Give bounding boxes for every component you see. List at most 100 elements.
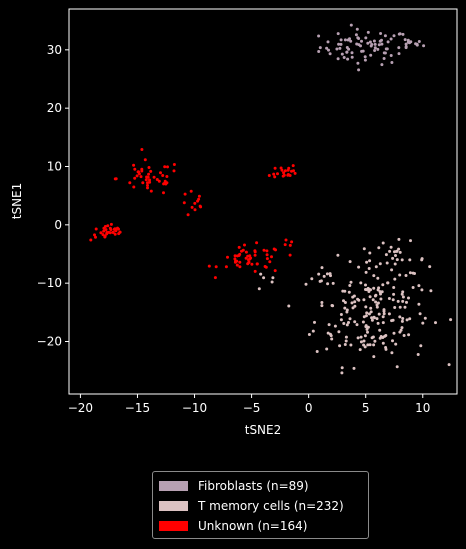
scatter-point-series-0 <box>379 32 383 35</box>
scatter-point-series-1 <box>394 254 397 257</box>
scatter-point-series-1 <box>365 327 369 331</box>
scatter-point-series-2 <box>155 178 159 181</box>
scatter-point-series-2 <box>146 186 149 190</box>
scatter-point-series-1 <box>344 339 348 343</box>
scatter-point-series-2 <box>270 255 273 259</box>
scatter-point-series-1 <box>347 290 351 294</box>
scatter-point-series-1 <box>394 342 398 346</box>
scatter-point-series-2 <box>164 182 168 186</box>
scatter-point-series-2 <box>248 254 252 258</box>
scatter-point-series-1 <box>398 330 402 334</box>
scatter-point-series-2 <box>182 201 186 205</box>
scatter-point-series-2 <box>103 225 107 228</box>
scatter-point-series-1 <box>405 318 409 322</box>
scatter-point-series-0 <box>392 34 396 38</box>
scatter-point-series-0 <box>383 34 387 38</box>
scatter-point-series-1 <box>411 271 415 275</box>
scatter-point-series-2 <box>99 231 103 235</box>
scatter-point-series-1 <box>398 250 402 254</box>
scatter-point-series-1 <box>310 277 314 281</box>
scatter-point-series-2 <box>152 175 156 179</box>
scatter-point-series-1 <box>352 294 356 298</box>
scatter-point-series-1 <box>337 330 341 334</box>
scatter-point-series-1 <box>377 246 381 250</box>
scatter-point-series-1 <box>401 317 405 320</box>
scatter-point-series-2 <box>117 227 120 231</box>
scatter-point-series-0 <box>317 50 321 53</box>
scatter-point-series-0 <box>346 38 350 42</box>
scatter-point-series-2 <box>273 175 277 179</box>
scatter-point-series-1 <box>400 292 404 296</box>
scatter-point-series-1 <box>382 308 386 312</box>
scatter-point-series-1 <box>349 343 353 347</box>
scatter-point-series-2 <box>145 175 149 179</box>
scatter-point-series-0 <box>409 40 413 44</box>
scatter-point-series-1 <box>342 299 345 303</box>
scatter-point-series-2 <box>226 255 229 259</box>
scatter-point-series-2 <box>148 178 151 182</box>
scatter-point-series-1 <box>371 298 375 302</box>
scatter-point-series-1 <box>375 303 379 307</box>
scatter-point-series-2 <box>186 213 190 217</box>
scatter-point-series-2 <box>199 205 203 209</box>
scatter-point-series-2 <box>237 245 241 249</box>
scatter-point-series-1 <box>313 320 316 324</box>
scatter-point-series-1 <box>345 310 349 314</box>
scatter-point-series-2 <box>238 260 242 264</box>
scatter-point-series-2 <box>147 172 151 176</box>
scatter-point-series-2 <box>108 231 112 235</box>
scatter-point-series-2 <box>265 249 269 253</box>
scatter-point-series-1 <box>361 320 365 324</box>
scatter-point-series-2 <box>111 231 115 234</box>
scatter-point-series-2 <box>288 243 292 247</box>
scatter-point-series-0 <box>373 46 377 50</box>
scatter-point-series-1 <box>420 257 424 261</box>
scatter-point-series-2 <box>166 165 169 169</box>
scatter-point-series-0 <box>380 42 384 46</box>
scatter-point-series-1 <box>257 287 261 291</box>
scatter-point-series-1 <box>320 301 324 304</box>
scatter-point-series-2 <box>183 192 187 196</box>
scatter-point-series-1 <box>366 343 370 347</box>
scatter-point-series-2 <box>149 189 153 193</box>
scatter-point-series-2 <box>286 173 290 176</box>
scatter-point-series-0 <box>326 40 330 44</box>
scatter-point-series-2 <box>163 165 167 169</box>
scatter-point-series-1 <box>368 343 372 347</box>
scatter-point-series-0 <box>361 49 365 53</box>
scatter-point-series-1 <box>325 347 329 351</box>
scatter-point-series-1 <box>379 292 382 296</box>
scatter-point-series-2 <box>93 233 96 237</box>
scatter-point-series-0 <box>340 52 344 56</box>
scatter-point-series-2 <box>165 175 169 178</box>
scatter-point-series-1 <box>366 330 369 334</box>
scatter-point-series-2 <box>238 265 242 269</box>
scatter-point-series-1 <box>322 274 326 278</box>
scatter-point-series-0 <box>337 42 341 46</box>
y-tick-label: −10 <box>37 276 62 290</box>
scatter-point-series-1 <box>369 306 373 310</box>
scatter-point-series-1 <box>407 296 410 300</box>
scatter-point-series-0 <box>373 49 377 52</box>
scatter-point-series-0 <box>370 43 374 46</box>
scatter-point-series-2 <box>233 257 237 261</box>
scatter-point-series-1 <box>389 245 393 249</box>
scatter-point-series-1 <box>392 292 396 296</box>
plot-frame <box>68 8 458 395</box>
scatter-point-series-1 <box>393 262 397 266</box>
scatter-point-series-1 <box>372 274 376 278</box>
scatter-point-series-0 <box>401 32 405 36</box>
scatter-point-series-1 <box>342 322 346 325</box>
scatter-point-series-1 <box>398 315 402 319</box>
scatter-point-series-0 <box>363 55 367 59</box>
scatter-point-series-1 <box>390 351 394 355</box>
scatter-point-series-1 <box>378 336 382 340</box>
scatter-point-series-2 <box>132 163 136 167</box>
scatter-point-series-2 <box>113 232 117 236</box>
scatter-point-series-1 <box>368 295 372 299</box>
scatter-point-series-2 <box>233 254 237 258</box>
scatter-point-series-0 <box>355 42 359 46</box>
scatter-point-series-0 <box>422 44 426 48</box>
scatter-point-series-1 <box>315 350 319 353</box>
scatter-point-series-1 <box>380 290 384 294</box>
